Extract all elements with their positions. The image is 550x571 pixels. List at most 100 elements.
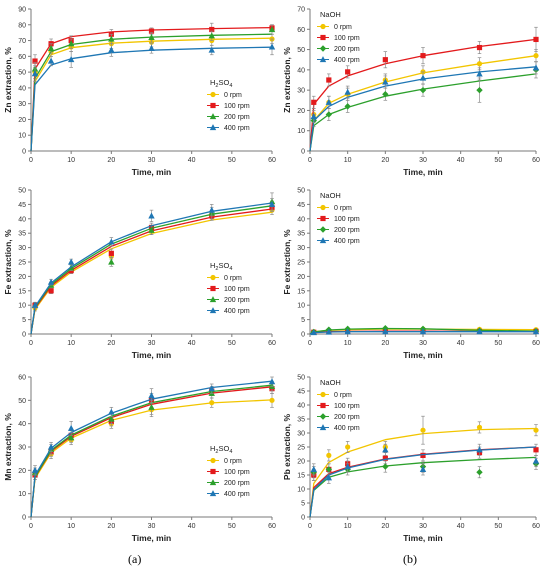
x-tick-label: 40 [188, 340, 196, 347]
y-tick-label: 0 [22, 515, 26, 522]
data-point [419, 74, 427, 81]
legend-label: 100 rpm [334, 403, 360, 410]
series-400-rpm [309, 443, 540, 518]
x-tick-label: 0 [29, 523, 33, 530]
legend-label: 200 rpm [224, 297, 250, 304]
data-point [420, 427, 426, 433]
data-point [419, 86, 427, 94]
data-point [108, 238, 115, 245]
fit-curve [309, 73, 537, 152]
legend-label: 200 rpm [224, 480, 250, 487]
legend: H2SO4 0 rpm 100 rpm 200 rpm 400 rpm [207, 78, 250, 132]
legend-title: NaOH [320, 378, 341, 387]
legend-label: 200 rpm [334, 227, 360, 234]
data-point [148, 403, 155, 410]
data-point [268, 26, 276, 33]
y-tick-label: 35 [18, 231, 26, 238]
y-tick-label: 15 [297, 288, 305, 295]
y-tick-label: 0 [301, 332, 305, 339]
data-point [148, 226, 155, 233]
panel-label-b: (b) [403, 552, 417, 566]
series-200-rpm [30, 24, 276, 152]
legend-label: 200 rpm [334, 414, 360, 421]
y-tick-label: 10 [18, 491, 26, 498]
legend-label: 200 rpm [334, 46, 360, 53]
data-point [108, 415, 115, 422]
legend-label: 400 rpm [334, 238, 360, 245]
legend-label: 400 rpm [224, 308, 250, 315]
data-point [476, 424, 483, 430]
y-axis-title: Zn extraction, % [3, 47, 13, 113]
y-tick-label: 15 [18, 288, 26, 295]
y-tick-label: 50 [297, 375, 305, 382]
data-point [326, 77, 332, 83]
data-point [208, 206, 215, 213]
y-tick-label: 5 [301, 317, 305, 324]
legend-title: NaOH [320, 191, 341, 200]
y-axis-title: Mn extraction, % [3, 413, 13, 481]
chart-fe_h2so4: 0 5 10 15 20 25 30 35 40 45 50 0 10 20 30 40 50 60 Time, m… [3, 188, 276, 361]
fit-curve [30, 46, 273, 152]
legend-label: 100 rpm [334, 216, 360, 223]
data-point [344, 103, 351, 110]
data-point [419, 328, 427, 335]
fit-curve [30, 37, 273, 152]
data-point [344, 328, 351, 335]
data-point [476, 61, 483, 67]
data-point [345, 69, 351, 75]
data-point [382, 463, 389, 470]
data-point [47, 278, 55, 285]
data-point [310, 329, 317, 336]
fit-curve [30, 399, 273, 518]
chart-zn_h2so4: 0 10 20 30 40 50 60 70 80 90 0 10 20 30 40 50 60 Time, mi… [3, 7, 276, 178]
legend-label: 100 rpm [224, 469, 250, 476]
y-axis-title: Zn extraction, % [282, 47, 292, 113]
fit-curve [309, 446, 537, 518]
data-point [47, 57, 55, 64]
x-tick-label: 30 [148, 523, 156, 530]
x-tick-label: 50 [228, 523, 236, 530]
data-point [476, 328, 483, 335]
data-point [325, 328, 333, 335]
series-400-rpm [309, 328, 540, 336]
data-point [108, 35, 115, 42]
y-tick-label: 20 [18, 274, 26, 281]
x-tick-label: 10 [344, 523, 352, 530]
data-point [148, 212, 155, 219]
data-point [31, 301, 39, 308]
x-tick-label: 60 [268, 523, 276, 530]
series-0-rpm [309, 49, 539, 152]
x-tick-label: 0 [29, 157, 33, 164]
x-tick-label: 40 [188, 157, 196, 164]
x-tick-label: 50 [228, 340, 236, 347]
y-tick-label: 20 [297, 459, 305, 466]
data-point [209, 400, 215, 406]
data-point [533, 36, 539, 43]
series-200-rpm [309, 456, 540, 518]
y-tick-label: 15 [297, 473, 305, 480]
data-point [344, 88, 351, 95]
legend-label: 400 rpm [334, 57, 360, 64]
data-point [31, 466, 39, 473]
y-tick-label: 60 [297, 27, 305, 34]
chart-fe_naoh: 0 5 10 15 20 25 30 35 40 45 50 0 10 20 30 40 50 60 Time, m… [282, 188, 540, 361]
fit-curve [309, 331, 536, 335]
y-tick-label: 40 [18, 421, 26, 428]
legend: NaOH 0 rpm 100 rpm 200 rpm 400 rpm [317, 378, 360, 432]
x-tick-label: 50 [494, 157, 502, 164]
x-tick-label: 50 [494, 340, 502, 347]
data-point [208, 46, 215, 53]
y-tick-label: 70 [18, 38, 26, 45]
legend: NaOH 0 rpm 100 rpm 200 rpm 400 rpm [317, 10, 360, 64]
data-point [325, 111, 333, 118]
y-tick-label: 45 [297, 389, 305, 396]
data-point [382, 446, 389, 453]
x-tick-label: 40 [188, 523, 196, 530]
x-tick-label: 20 [107, 340, 115, 347]
y-tick-label: 25 [297, 445, 305, 452]
y-tick-label: 5 [301, 501, 305, 508]
fit-curve [30, 33, 273, 152]
y-tick-label: 50 [18, 70, 26, 77]
data-point [108, 250, 114, 256]
chart-mn_h2so4: 0 10 20 30 40 50 60 0 10 20 30 40 50 60 Time, min Mn ex… [3, 375, 276, 544]
